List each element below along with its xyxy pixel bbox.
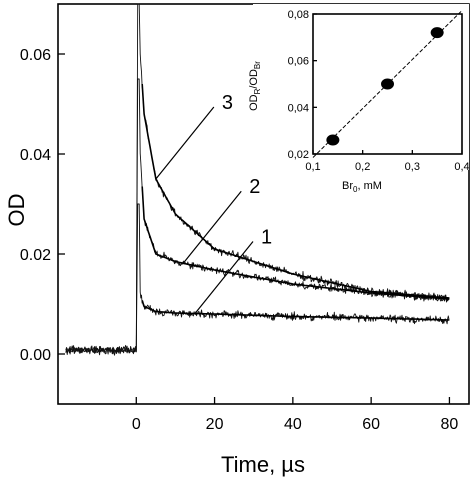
inset-x-axis-title: Br0, mM bbox=[342, 180, 382, 194]
main-y-tick-label: 0.00 bbox=[20, 347, 51, 364]
inset-y-tick-label: 0,04 bbox=[288, 102, 309, 114]
inset-x-tick-label: 0,4 bbox=[454, 161, 469, 173]
main-y-tick-label: 0.02 bbox=[20, 247, 51, 264]
inset-x-title-sub: 0 bbox=[353, 185, 358, 194]
inset-x-tick-label: 0,2 bbox=[355, 161, 370, 173]
inset-y-tick-label: 0,06 bbox=[288, 56, 309, 68]
inset-y-axis-title: ODR/ODBr bbox=[248, 61, 262, 111]
inset-data-point bbox=[381, 78, 394, 90]
inset-axis-ticks: 0,1 0,2 0,3 0,4 0,02 0,04 0,06 0,08 bbox=[288, 9, 470, 173]
inset-y-title-mid: /OD bbox=[248, 69, 260, 89]
inset-y-title-sub1: R bbox=[253, 88, 262, 94]
series-2-leader bbox=[182, 190, 242, 264]
main-y-tick-label: 0.04 bbox=[20, 147, 51, 164]
main-y-tick-label: 0.06 bbox=[20, 47, 51, 64]
series-3-leader bbox=[155, 106, 215, 180]
inset-y-tick-label: 0,02 bbox=[288, 149, 309, 161]
series-2-fit bbox=[141, 186, 450, 300]
series-1-fit bbox=[141, 300, 450, 321]
inset-chart: 0,1 0,2 0,3 0,40,020,040,060,08 Br0, mM ODR… bbox=[248, 4, 470, 194]
inset-x-tick-label: 0,1 bbox=[305, 161, 320, 173]
main-series-leaders: 1 2 3 bbox=[155, 92, 272, 314]
series-1-label: 1 bbox=[261, 227, 272, 249]
main-x-tick-label: 20 bbox=[206, 416, 224, 433]
main-x-tick-label: 40 bbox=[284, 416, 302, 433]
main-chart: 0 20 40 60 80 0.00 0.02 0.04 0.06 1 2 3 Time, µs O… bbox=[4, 3, 470, 477]
main-x-axis-title: Time, µs bbox=[221, 452, 305, 477]
inset-x-title-unit: , mM bbox=[358, 180, 382, 192]
inset-y-tick-label: 0,08 bbox=[288, 9, 309, 21]
inset-plot-frame bbox=[312, 13, 463, 155]
inset-data-point bbox=[326, 134, 340, 146]
series-3-label: 3 bbox=[222, 92, 233, 114]
inset-data-points bbox=[326, 27, 444, 146]
main-x-tick-label: 0 bbox=[132, 416, 141, 433]
inset-data-point bbox=[430, 27, 444, 39]
series-2-label: 2 bbox=[249, 176, 260, 198]
main-x-tick-label: 80 bbox=[441, 416, 459, 433]
inset-y-title-sub2: Br bbox=[253, 61, 262, 69]
inset-x-title-main: Br bbox=[342, 180, 353, 192]
main-y-axis-title: OD bbox=[4, 194, 29, 227]
series-1-leader bbox=[194, 241, 254, 314]
main-x-tick-label: 60 bbox=[362, 416, 380, 433]
main-axis-ticks: 0 20 40 60 800.000.020.040.06 bbox=[20, 47, 459, 433]
series-3-fit bbox=[141, 83, 450, 299]
main-series-fits bbox=[141, 83, 450, 321]
inset-y-title-main: OD bbox=[248, 94, 260, 111]
inset-x-tick-label: 0,3 bbox=[405, 161, 420, 173]
